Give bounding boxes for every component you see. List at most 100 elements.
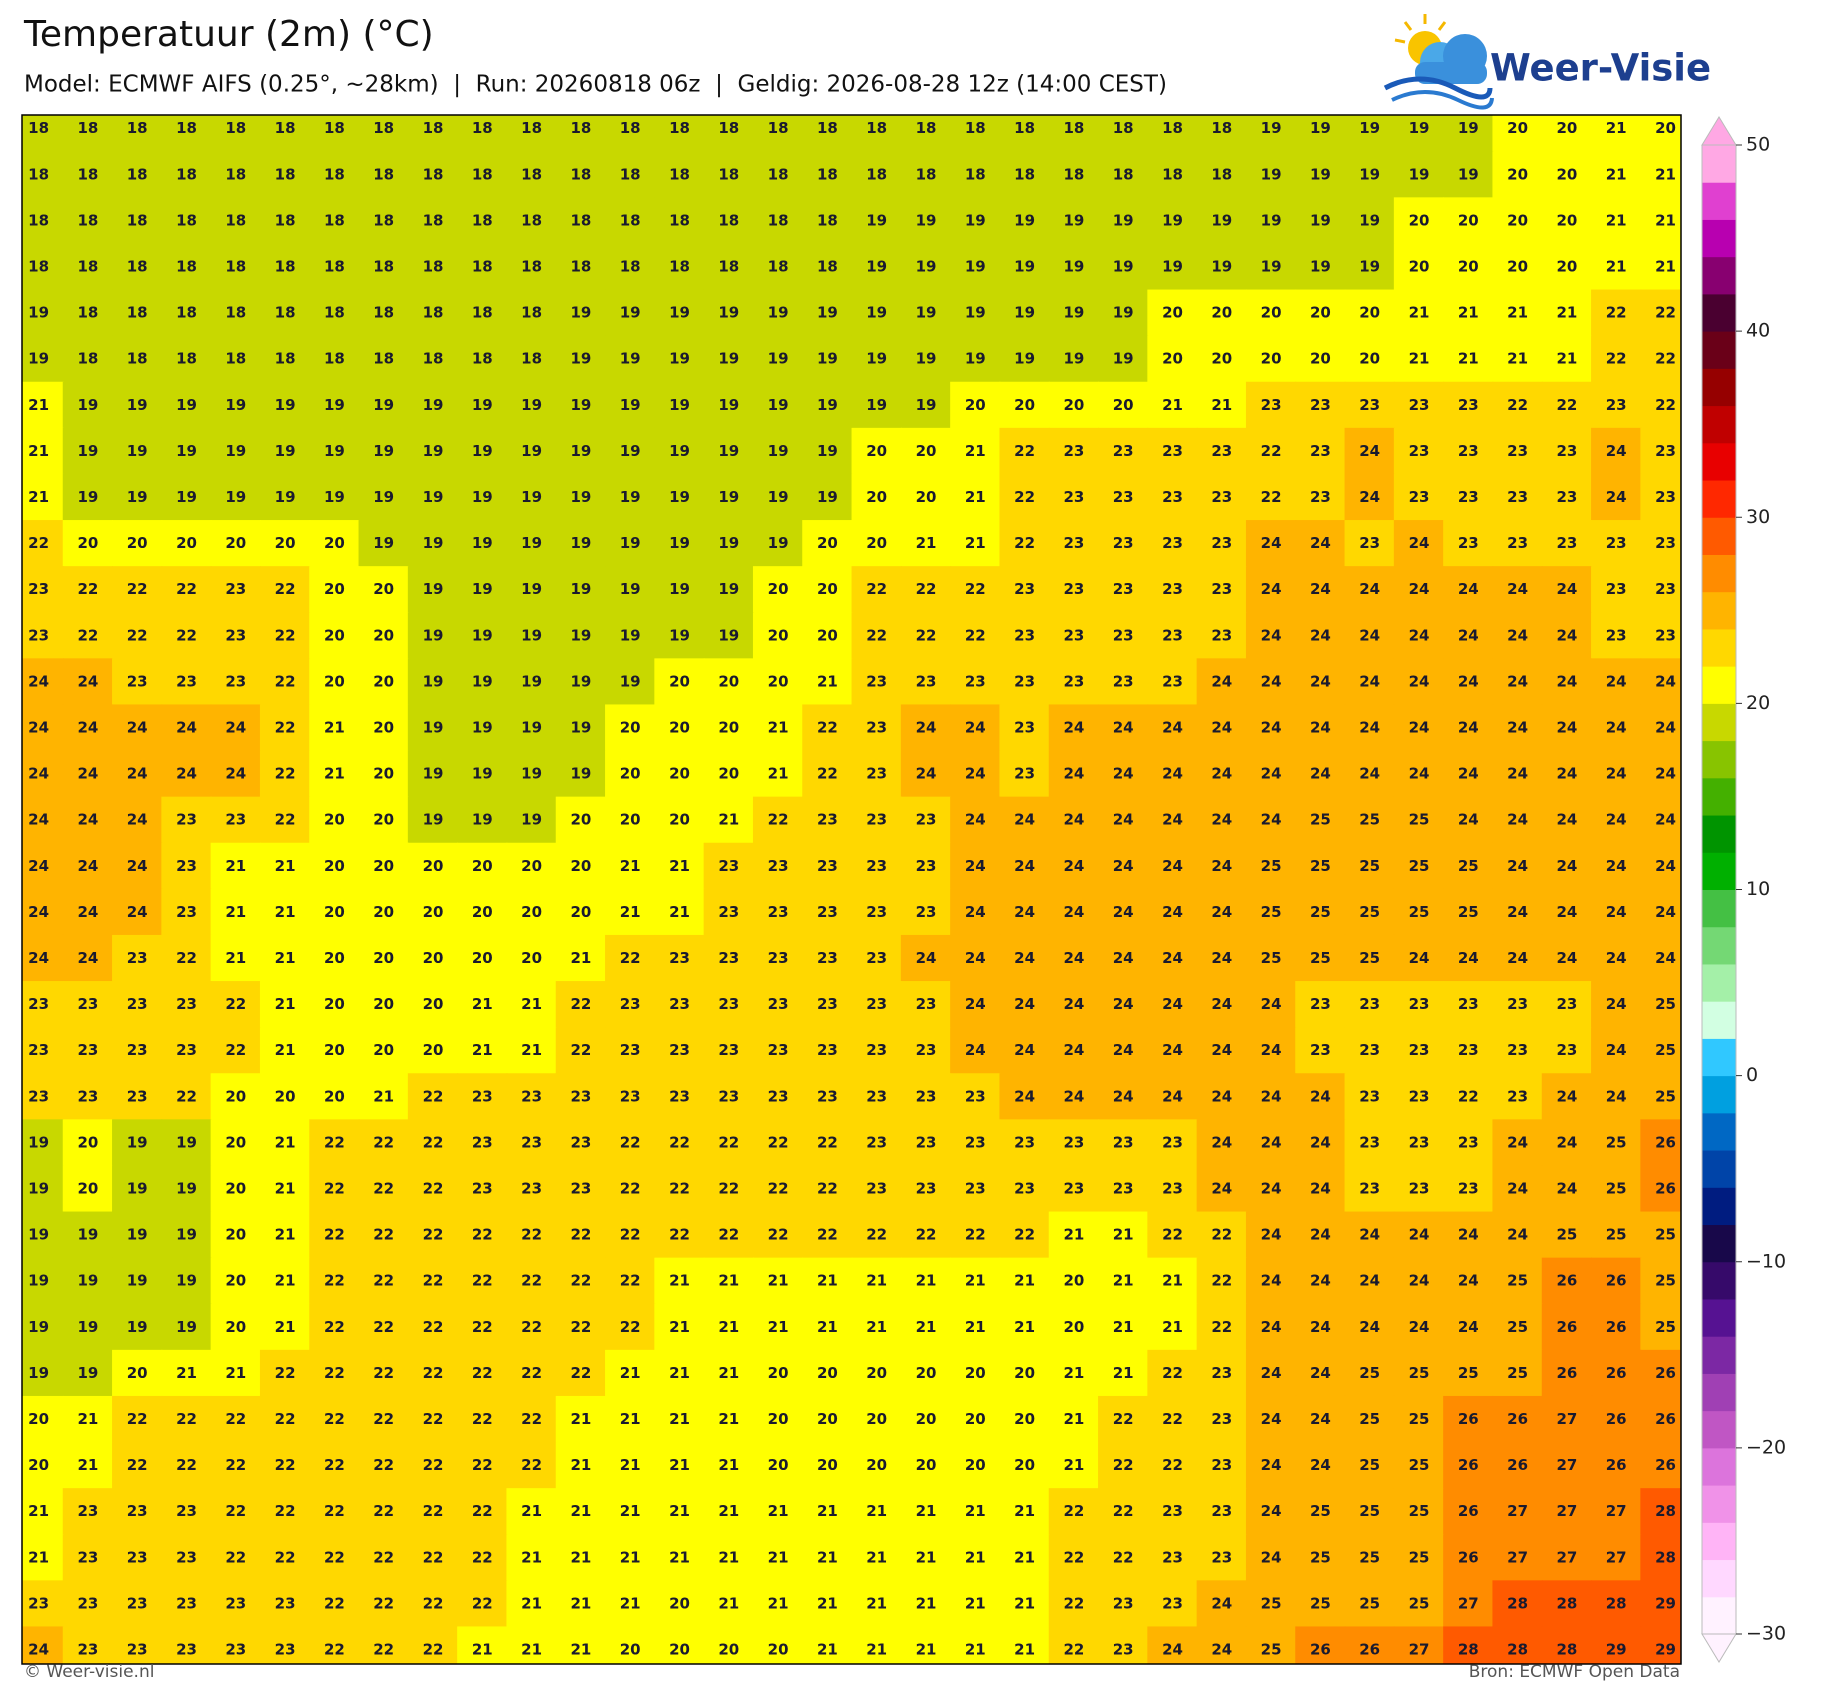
temperature-label: 19 xyxy=(28,1226,49,1244)
temperature-cell xyxy=(1048,566,1100,614)
temperature-label: 19 xyxy=(1014,304,1035,322)
temperature-label: 20 xyxy=(324,534,345,552)
temperature-cell xyxy=(555,888,607,936)
temperature-cell xyxy=(22,842,64,890)
colorbar-band xyxy=(1702,517,1736,555)
temperature-cell xyxy=(802,1119,853,1167)
temperature-label: 22 xyxy=(1162,1456,1183,1474)
temperature-label: 24 xyxy=(127,765,148,783)
temperature-cell xyxy=(1541,704,1593,752)
temperature-label: 23 xyxy=(570,1180,591,1198)
temperature-label: 23 xyxy=(669,949,690,967)
temperature-label: 21 xyxy=(1014,1318,1035,1336)
temperature-cell xyxy=(1196,934,1247,983)
temperature-label: 24 xyxy=(1409,949,1430,967)
temperature-label: 24 xyxy=(1556,1180,1577,1198)
temperature-cell xyxy=(309,566,360,614)
temperature-cell xyxy=(703,1027,754,1075)
temperature-label: 18 xyxy=(225,211,246,229)
temperature-label: 21 xyxy=(324,719,345,737)
temperature-label: 23 xyxy=(1162,580,1183,598)
temperature-cell xyxy=(1541,842,1593,890)
temperature-label: 22 xyxy=(423,1410,444,1428)
temperature-label: 23 xyxy=(127,1041,148,1059)
temperature-cell xyxy=(457,612,508,660)
temperature-label: 23 xyxy=(521,1133,542,1151)
temperature-label: 24 xyxy=(1606,995,1627,1013)
temperature-cell xyxy=(1640,888,1681,936)
temperature-label: 28 xyxy=(1458,1641,1479,1659)
temperature-label: 26 xyxy=(1458,1502,1479,1520)
temperature-cell xyxy=(1492,289,1543,337)
temperature-label: 22 xyxy=(275,765,296,783)
temperature-cell xyxy=(654,473,705,522)
temperature-cell xyxy=(1492,197,1543,245)
temperature-label: 22 xyxy=(1063,1641,1084,1659)
temperature-label: 19 xyxy=(768,534,789,552)
temperature-cell xyxy=(62,1165,114,1213)
temperature-label: 23 xyxy=(1162,1180,1183,1198)
temperature-cell xyxy=(22,934,64,983)
temperature-label: 19 xyxy=(866,350,887,368)
temperature-label: 21 xyxy=(965,1272,986,1290)
temperature-cell xyxy=(950,197,1001,245)
temperature-label: 21 xyxy=(718,1502,739,1520)
temperature-label: 19 xyxy=(28,1133,49,1151)
temperature-label: 25 xyxy=(1310,811,1331,829)
temperature-cell xyxy=(112,934,163,983)
temperature-label: 23 xyxy=(768,949,789,967)
temperature-cell xyxy=(1344,381,1395,429)
temperature-cell xyxy=(1591,1027,1642,1075)
temperature-cell xyxy=(802,1027,853,1075)
temperature-label: 21 xyxy=(866,1318,887,1336)
temperature-label: 22 xyxy=(423,1548,444,1566)
temperature-label: 21 xyxy=(472,995,493,1013)
temperature-label: 28 xyxy=(1556,1641,1577,1659)
temperature-label: 19 xyxy=(620,350,641,368)
temperature-label: 20 xyxy=(423,995,444,1013)
temperature-cell xyxy=(1541,934,1593,983)
temperature-label: 18 xyxy=(620,211,641,229)
temperature-cell xyxy=(1196,197,1247,245)
temperature-cell xyxy=(22,1119,64,1167)
temperature-label: 22 xyxy=(423,1456,444,1474)
colorbar-band xyxy=(1702,1187,1736,1226)
temperature-cell xyxy=(1640,520,1681,568)
temperature-label: 19 xyxy=(176,442,197,460)
temperature-label: 24 xyxy=(1556,719,1577,737)
temperature-cell xyxy=(654,981,705,1029)
temperature-label: 22 xyxy=(225,1041,246,1059)
temperature-label: 22 xyxy=(1211,1318,1232,1336)
temperature-label: 23 xyxy=(176,1548,197,1566)
temperature-label: 22 xyxy=(1211,1272,1232,1290)
temperature-cell xyxy=(358,1027,409,1075)
temperature-label: 18 xyxy=(521,165,542,183)
temperature-cell xyxy=(1245,1073,1297,1121)
temperature-cell xyxy=(654,658,705,706)
temperature-cell xyxy=(999,750,1050,798)
temperature-cell xyxy=(161,289,212,337)
temperature-label: 21 xyxy=(718,1410,739,1428)
temperature-cell xyxy=(1640,381,1681,429)
temperature-cell xyxy=(851,888,902,936)
temperature-cell xyxy=(309,520,360,568)
temperature-label: 21 xyxy=(275,995,296,1013)
temperature-cell xyxy=(22,658,64,706)
temperature-label: 23 xyxy=(176,1502,197,1520)
temperature-cell xyxy=(1640,981,1681,1029)
temperature-cell xyxy=(1443,934,1494,983)
temperature-cell xyxy=(851,612,902,660)
temperature-label: 24 xyxy=(1162,719,1183,737)
temperature-label: 22 xyxy=(275,1548,296,1566)
temperature-label: 25 xyxy=(1359,1364,1380,1382)
temperature-cell xyxy=(506,289,557,337)
temperature-label: 22 xyxy=(324,1133,345,1151)
temperature-label: 24 xyxy=(1014,903,1035,921)
temperature-label: 22 xyxy=(275,672,296,690)
temperature-cell xyxy=(1048,151,1100,199)
temperature-label: 19 xyxy=(176,488,197,506)
temperature-label: 21 xyxy=(28,1548,49,1566)
temperature-label: 24 xyxy=(1261,995,1282,1013)
temperature-label: 18 xyxy=(373,211,394,229)
temperature-label: 22 xyxy=(77,626,98,644)
